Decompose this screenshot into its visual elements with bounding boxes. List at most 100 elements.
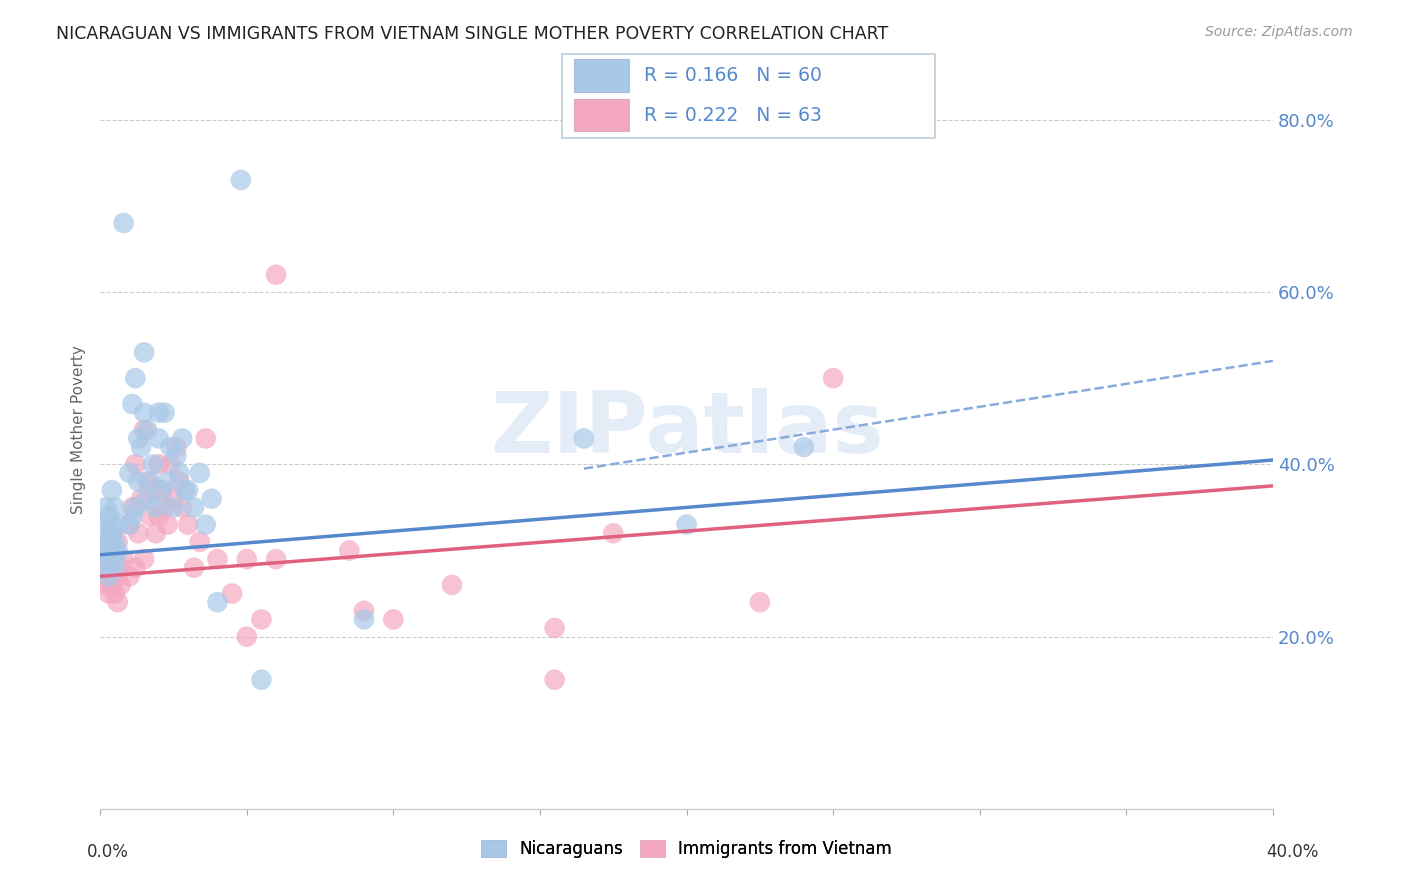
Point (97, 569, 120, 583)
Point (572, 432, 595, 446)
Point (104, 560, 127, 574)
Point (194, 517, 217, 532)
Point (118, 517, 141, 532)
Point (169, 466, 191, 480)
Point (110, 560, 132, 574)
Point (174, 483, 197, 498)
Point (94, 517, 117, 532)
Point (121, 397, 143, 411)
Point (97, 534, 120, 549)
Point (91, 552, 114, 566)
Point (159, 440, 181, 454)
Point (250, 673, 273, 687)
Point (101, 543, 124, 558)
Point (188, 466, 211, 480)
Point (139, 508, 162, 523)
Point (132, 423, 155, 437)
Point (118, 466, 141, 480)
Point (136, 491, 159, 506)
Point (172, 500, 194, 515)
Point (94, 500, 117, 515)
Text: 0.0%: 0.0% (87, 843, 129, 861)
Point (264, 552, 287, 566)
Point (107, 569, 129, 583)
Point (440, 578, 463, 592)
Point (353, 612, 375, 626)
Point (748, 595, 770, 609)
Point (169, 475, 191, 489)
Point (177, 517, 200, 532)
Point (162, 491, 184, 506)
Point (101, 526, 124, 541)
Text: R = 0.166   N = 60: R = 0.166 N = 60 (644, 66, 823, 85)
Point (602, 526, 624, 541)
Point (124, 500, 146, 515)
Point (148, 432, 170, 446)
Point (162, 500, 184, 515)
Point (150, 483, 173, 498)
Point (207, 552, 229, 566)
Point (124, 371, 146, 385)
Point (101, 483, 124, 498)
Legend: Nicaraguans, Immigrants from Vietnam: Nicaraguans, Immigrants from Vietnam (474, 834, 898, 865)
Point (104, 543, 127, 558)
Point (118, 517, 141, 532)
Point (124, 560, 146, 574)
Point (235, 552, 257, 566)
Point (221, 586, 243, 600)
Point (91, 560, 114, 574)
Point (110, 578, 132, 592)
Point (97, 508, 120, 523)
Point (104, 534, 127, 549)
Point (132, 345, 155, 359)
Point (91, 526, 114, 541)
Point (194, 432, 217, 446)
Point (129, 491, 152, 506)
Point (136, 423, 159, 437)
Point (229, 173, 252, 187)
Point (132, 406, 155, 420)
Y-axis label: Single Mother Poverty: Single Mother Poverty (72, 345, 86, 515)
Point (183, 500, 205, 515)
Point (127, 526, 149, 541)
Point (207, 595, 229, 609)
Point (139, 475, 162, 489)
Point (101, 552, 124, 566)
Point (188, 534, 211, 549)
Point (97, 552, 120, 566)
Point (112, 216, 135, 230)
Point (172, 432, 194, 446)
Point (142, 483, 165, 498)
Point (121, 508, 143, 523)
Point (337, 543, 360, 558)
Point (127, 475, 149, 489)
Point (156, 475, 179, 489)
Point (91, 569, 114, 583)
Point (353, 604, 375, 618)
Point (145, 500, 167, 515)
Point (148, 458, 170, 472)
Point (382, 612, 405, 626)
Point (793, 440, 815, 454)
Point (101, 526, 124, 541)
Text: ZIPatlas: ZIPatlas (489, 388, 883, 471)
Point (129, 440, 152, 454)
Point (104, 500, 127, 515)
FancyBboxPatch shape (574, 60, 630, 92)
Point (124, 458, 146, 472)
Text: NICARAGUAN VS IMMIGRANTS FROM VIETNAM SINGLE MOTHER POVERTY CORRELATION CHART: NICARAGUAN VS IMMIGRANTS FROM VIETNAM SI… (56, 25, 889, 43)
Point (142, 458, 165, 472)
Point (543, 621, 565, 635)
Text: 40.0%: 40.0% (1267, 843, 1319, 861)
Point (153, 500, 176, 515)
Point (145, 526, 167, 541)
Point (250, 612, 273, 626)
Point (107, 534, 129, 549)
FancyBboxPatch shape (574, 99, 630, 131)
Point (675, 517, 697, 532)
Point (159, 458, 181, 472)
Point (132, 552, 155, 566)
Point (107, 543, 129, 558)
Point (823, 371, 845, 385)
Point (101, 578, 124, 592)
